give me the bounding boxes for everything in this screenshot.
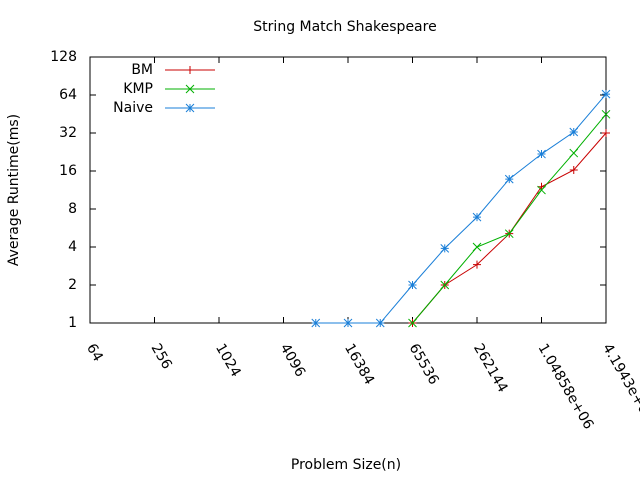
point-marker: [537, 185, 546, 195]
y-tick-label: 128: [50, 49, 77, 65]
y-tick-label: 8: [68, 201, 77, 217]
y-tick-label: 16: [59, 163, 77, 179]
y-axis-label: Average Runtime(ms): [6, 114, 22, 266]
point-marker: [601, 109, 611, 119]
point-marker: [504, 229, 514, 239]
point-marker: [472, 212, 482, 222]
point-marker: [473, 260, 481, 269]
legend-label: BM: [131, 62, 153, 78]
point-marker: [569, 165, 578, 174]
series-line: [315, 93, 607, 324]
legend-label: KMP: [123, 81, 153, 97]
chart-title: String Match Shakespeare: [253, 19, 436, 35]
legend-marker: [185, 84, 195, 94]
x-axis-label: Problem Size(n): [291, 457, 401, 473]
y-tick-label: 1: [68, 315, 77, 331]
point-marker: [343, 318, 353, 328]
y-tick-label: 2: [68, 277, 77, 293]
point-marker: [375, 318, 385, 328]
legend-label: Naive: [113, 100, 153, 116]
point-marker: [408, 318, 417, 328]
y-tick-label: 32: [59, 125, 77, 141]
point-marker: [440, 244, 450, 253]
point-marker: [311, 318, 321, 328]
point-marker: [504, 174, 514, 184]
legend-marker: [186, 66, 194, 74]
point-marker: [440, 280, 450, 290]
point-marker: [569, 127, 579, 137]
legend-marker: [185, 103, 195, 113]
point-marker: [472, 242, 482, 252]
point-marker: [602, 129, 610, 137]
y-tick-label: 64: [59, 87, 77, 103]
x-tick-label: 64: [83, 341, 106, 365]
point-marker: [537, 149, 546, 159]
point-marker: [408, 280, 417, 290]
point-marker: [569, 148, 579, 158]
point-marker: [601, 89, 611, 99]
y-tick-label: 4: [68, 239, 77, 255]
